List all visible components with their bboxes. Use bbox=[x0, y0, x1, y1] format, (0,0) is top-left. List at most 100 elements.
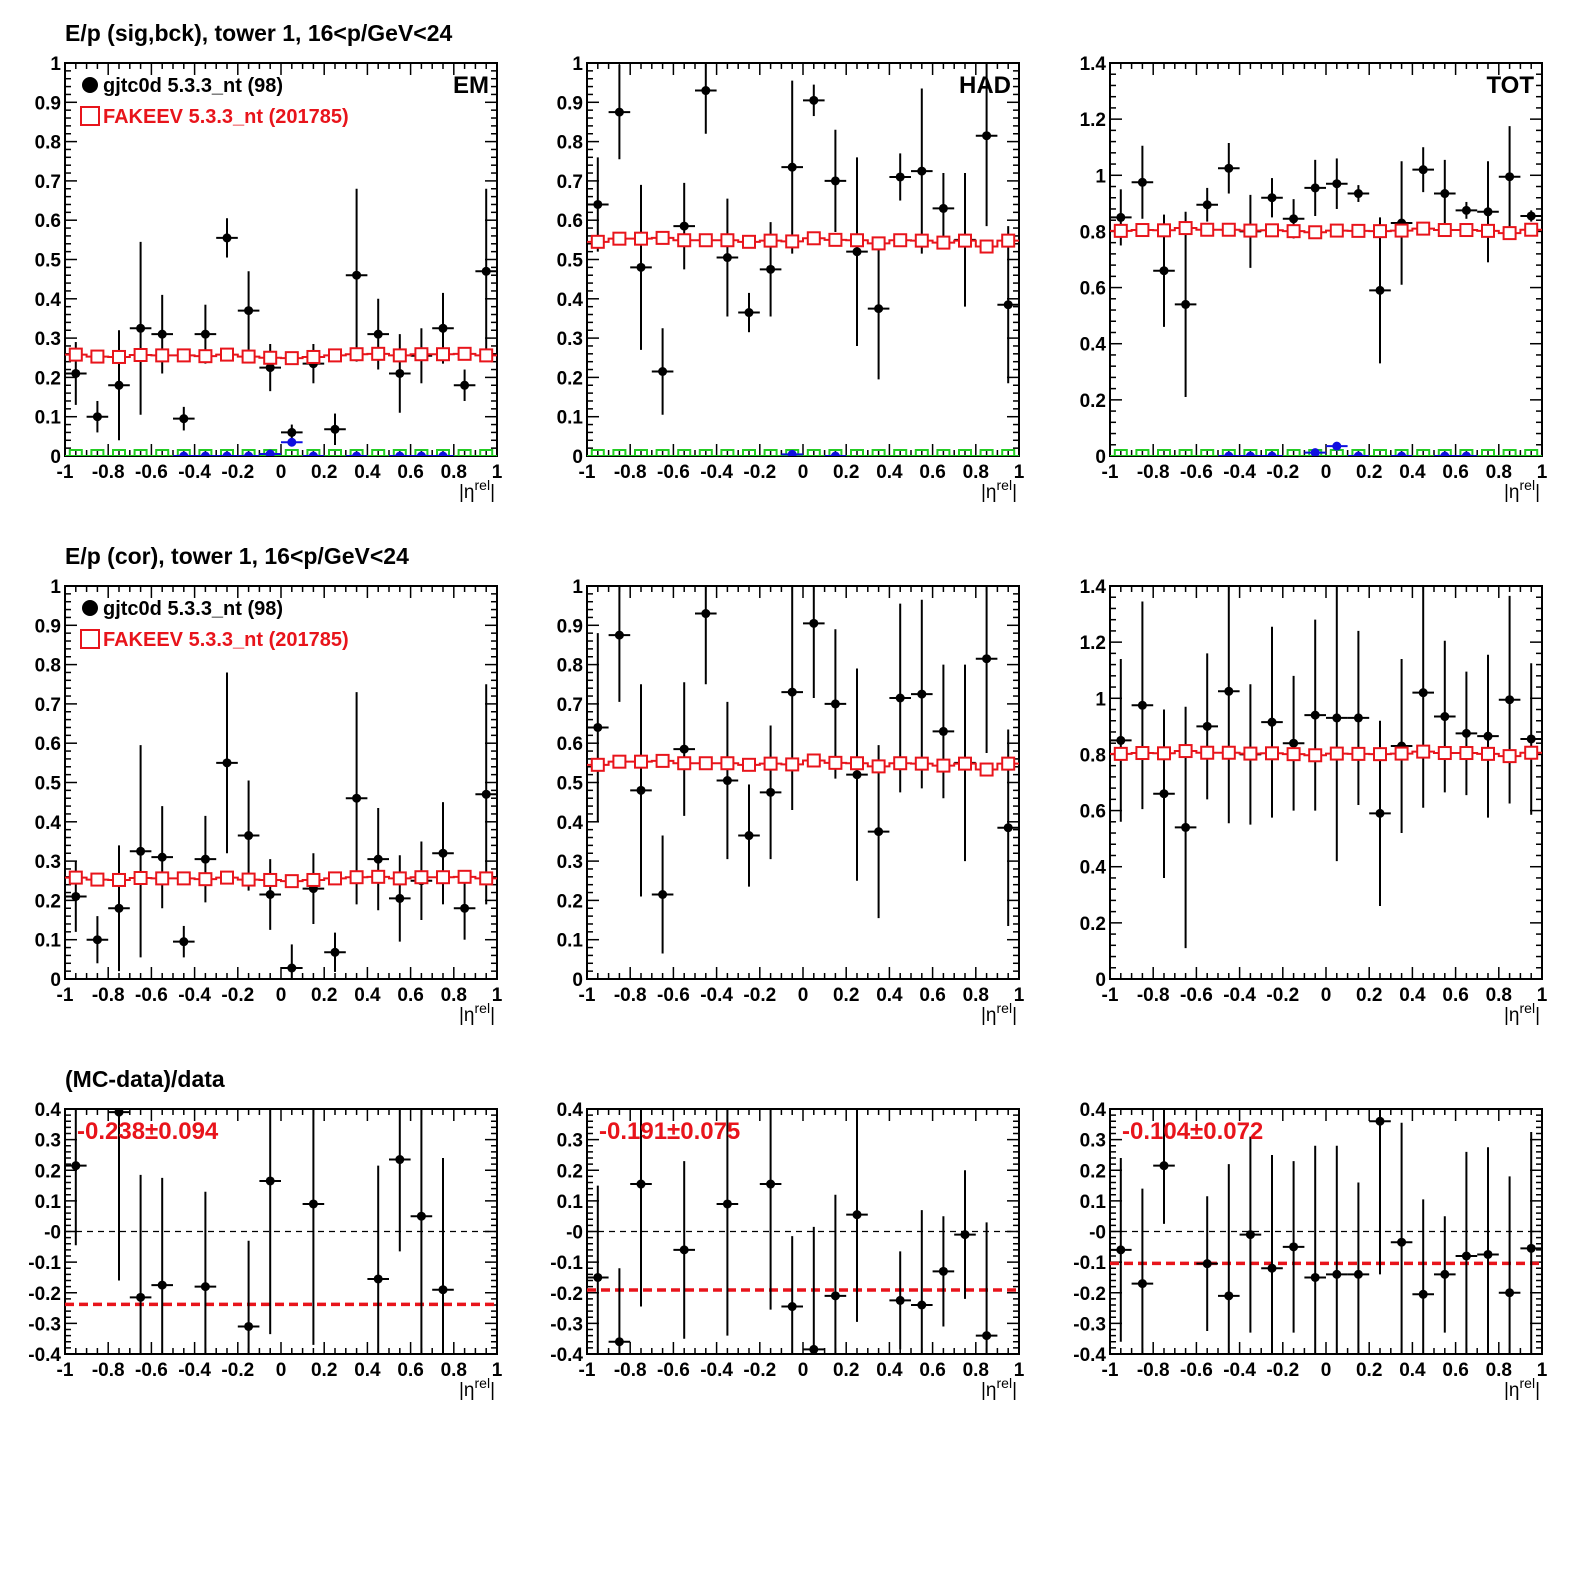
panel-r0c1: 00.10.20.30.40.50.60.70.80.91-1 -0.8 -0.6-… bbox=[557, 54, 1025, 503]
x-tick-label: 1 bbox=[1537, 1360, 1548, 1381]
data-point bbox=[179, 937, 189, 947]
mc-point bbox=[414, 347, 429, 362]
data-point bbox=[179, 414, 189, 424]
green-marker bbox=[850, 449, 864, 456]
green-marker bbox=[1200, 449, 1215, 456]
y-tick-label: -0.1 bbox=[1073, 1253, 1106, 1274]
x-tick-label: -0.8 bbox=[614, 985, 647, 1006]
mc-point bbox=[806, 231, 821, 246]
blue-point bbox=[438, 451, 448, 456]
plot-marks bbox=[587, 586, 1019, 954]
mc-point bbox=[958, 756, 972, 771]
data-point bbox=[809, 618, 819, 628]
data-point bbox=[1137, 177, 1147, 187]
corner-label: EM bbox=[453, 72, 489, 99]
mc-point bbox=[1459, 223, 1474, 238]
data-point bbox=[636, 1179, 646, 1189]
mc-point bbox=[1351, 223, 1366, 238]
green-marker bbox=[763, 449, 778, 456]
data-point bbox=[308, 1199, 318, 1209]
plot-frame bbox=[1109, 585, 1543, 980]
x-tick-label: -0.4 bbox=[1223, 1360, 1256, 1381]
y-tick-label: -0.3 bbox=[1073, 1314, 1106, 1335]
data-point bbox=[766, 264, 776, 274]
mc-point bbox=[198, 349, 213, 364]
data-point bbox=[809, 95, 819, 105]
mc-point bbox=[785, 234, 800, 249]
mc-point bbox=[349, 347, 364, 362]
mc-point bbox=[1001, 756, 1016, 771]
green-marker bbox=[155, 449, 170, 456]
data-point bbox=[1353, 1269, 1363, 1279]
blue-point bbox=[416, 451, 426, 456]
data-point bbox=[244, 306, 254, 316]
green-marker bbox=[1221, 449, 1236, 456]
y-tick-label: 0.2 bbox=[35, 368, 61, 389]
x-tick-label: -0.4 bbox=[178, 462, 211, 483]
data-point bbox=[852, 1210, 862, 1220]
mc-point bbox=[436, 870, 450, 885]
x-tick-label: 1 bbox=[492, 462, 503, 483]
plot-marks bbox=[587, 63, 1019, 456]
mc-histogram-line bbox=[65, 352, 497, 360]
y-tick-label: 0.4 bbox=[1080, 858, 1107, 879]
x-tick-label: 0.8 bbox=[441, 462, 467, 483]
y-tick-label: 1 bbox=[50, 54, 61, 75]
plot-frame bbox=[586, 585, 1020, 980]
mc-point bbox=[371, 346, 386, 361]
mc-point bbox=[1113, 746, 1128, 761]
mc-point bbox=[220, 870, 234, 885]
data-point bbox=[460, 903, 470, 913]
mc-point bbox=[1221, 222, 1236, 237]
y-tick-label: 1 bbox=[572, 577, 583, 598]
x-tick-label: -0.8 bbox=[1137, 985, 1170, 1006]
mc-point bbox=[612, 231, 627, 246]
data-point bbox=[373, 854, 383, 864]
data-point bbox=[265, 1176, 275, 1186]
mc-point bbox=[90, 872, 105, 887]
mc-point bbox=[655, 230, 670, 245]
green-marker bbox=[698, 449, 713, 456]
green-marker bbox=[871, 449, 886, 456]
x-tick-label: 0.6 bbox=[1442, 985, 1468, 1006]
green-marker bbox=[634, 449, 648, 456]
mc-point bbox=[1373, 224, 1387, 239]
green-marker bbox=[1001, 449, 1016, 456]
y-tick-label: 0.2 bbox=[35, 891, 61, 912]
x-tick-label: -0.4 bbox=[178, 985, 211, 1006]
plot-marks bbox=[1110, 586, 1542, 949]
plot-marks bbox=[1110, 126, 1542, 456]
y-tick-label: 0.1 bbox=[35, 931, 62, 952]
x-tick-label: -0.6 bbox=[657, 985, 690, 1006]
ratio-annotation: -0.104±0.072 bbox=[1122, 1118, 1263, 1145]
green-marker bbox=[220, 449, 234, 456]
data-point bbox=[1310, 1272, 1320, 1282]
data-point bbox=[982, 654, 992, 664]
y-tick-label: 0 bbox=[1095, 970, 1106, 991]
mc-point bbox=[763, 756, 778, 771]
green-marker bbox=[1157, 449, 1171, 456]
y-tick-label: 0.4 bbox=[557, 290, 584, 311]
green-marker bbox=[655, 449, 670, 456]
mc-point bbox=[828, 232, 843, 247]
data-point bbox=[395, 893, 405, 903]
y-tick-label: 0.7 bbox=[35, 172, 61, 193]
mc-point bbox=[979, 239, 994, 254]
data-point bbox=[395, 368, 405, 378]
data-point bbox=[1483, 731, 1493, 741]
x-tick-label: -0.8 bbox=[92, 1360, 125, 1381]
mc-point bbox=[392, 348, 407, 363]
green-marker bbox=[1416, 449, 1431, 456]
data-point bbox=[287, 963, 297, 973]
x-tick-label: -1 bbox=[1102, 462, 1119, 483]
x-axis-label: |ηrel| bbox=[981, 477, 1017, 503]
x-tick-label: -0.4 bbox=[700, 1360, 733, 1381]
x-tick-label: 0.2 bbox=[833, 462, 859, 483]
mc-point bbox=[371, 869, 386, 884]
y-tick-label: 0.2 bbox=[1080, 914, 1106, 935]
green-marker bbox=[1265, 449, 1279, 456]
blue-point bbox=[287, 437, 297, 447]
data-point bbox=[438, 1285, 448, 1295]
blue-point bbox=[244, 451, 254, 456]
